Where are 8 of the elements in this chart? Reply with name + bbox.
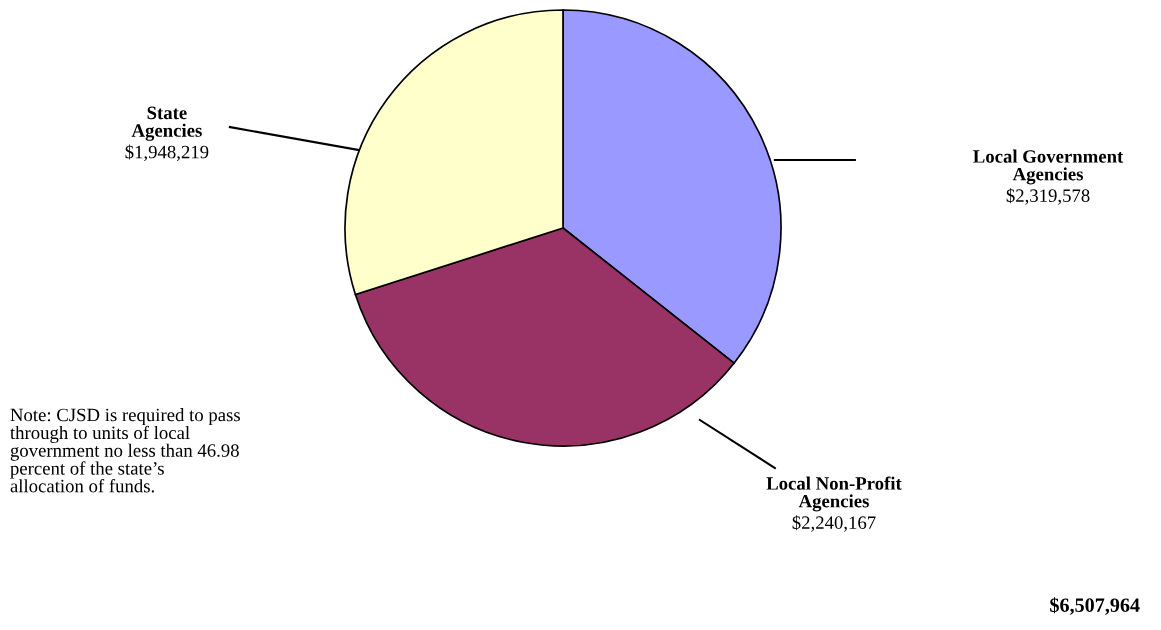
text: $6,507,964 [1050,597,1140,615]
slice-label: State Agencies [131,106,202,141]
data-label: $1,948,219 [125,144,209,162]
slice-label: Local Government Agencies [973,149,1124,185]
slice-label: Local Non-Profit Agencies [766,476,902,512]
data-label: $2,240,167 [792,515,876,532]
text: Note: CJSD is required to pass through to units of local government no less than 46.98 percent of the state’s allocation of funds. [10,408,240,493]
data-label: $2,319,578 [1006,188,1090,205]
